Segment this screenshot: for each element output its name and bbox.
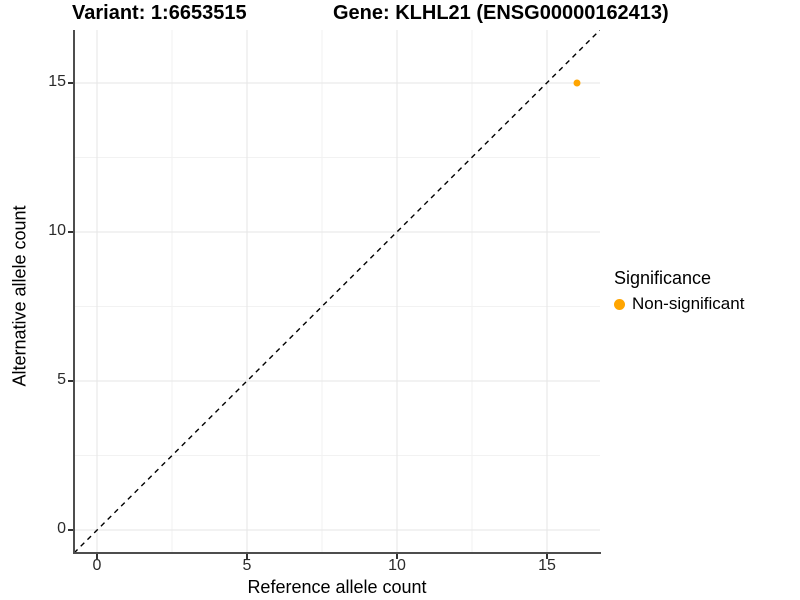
x-tick-mark — [546, 554, 548, 559]
x-tick-label: 5 — [242, 557, 252, 574]
y-tick-label: 15 — [48, 73, 66, 90]
y-tick-label: 10 — [48, 222, 66, 239]
y-tick-mark — [68, 231, 73, 233]
gene-title: Gene: KLHL21 (ENSG00000162413) — [333, 2, 669, 24]
x-axis-title: Reference allele count — [247, 577, 427, 597]
y-tick-mark — [68, 380, 73, 382]
x-tick-label: 0 — [92, 557, 102, 574]
y-tick-label: 5 — [57, 371, 66, 388]
legend-point-icon — [614, 298, 625, 310]
x-tick-mark — [96, 554, 98, 559]
x-tick-mark — [396, 554, 398, 559]
x-tick-label: 10 — [388, 557, 406, 574]
y-axis-title: Alternative allele count — [9, 205, 30, 387]
legend-label: Non-significant — [632, 294, 745, 313]
y-tick-mark — [68, 82, 73, 84]
legend-items: Non-significant — [614, 294, 744, 314]
legend-item: Non-significant — [614, 294, 744, 314]
legend-title: Significance — [614, 268, 712, 288]
plot-panel — [74, 30, 600, 553]
x-tick-label: 15 — [538, 557, 556, 574]
x-axis-line — [73, 552, 601, 554]
y-tick-label: 0 — [57, 520, 66, 537]
data-point — [573, 79, 581, 87]
identity-reference-line — [74, 30, 600, 553]
variant-title: Variant: 1:6653515 — [72, 2, 247, 24]
y-tick-mark — [68, 529, 73, 531]
x-tick-mark — [246, 554, 248, 559]
legend: Significance Non-significant — [614, 268, 744, 314]
y-axis-line — [73, 30, 75, 554]
